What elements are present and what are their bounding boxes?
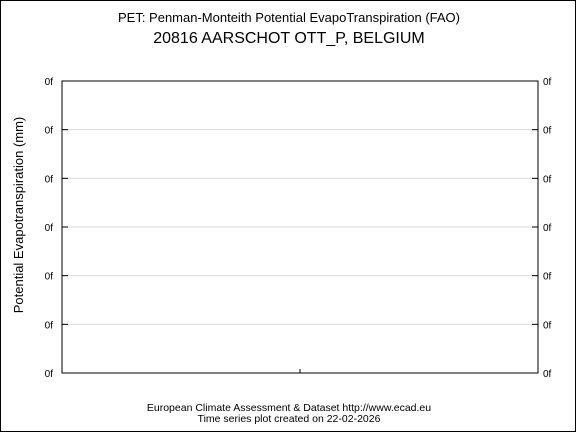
y-tick-label: 0f [543, 369, 552, 380]
y-tick-label: 0f [45, 320, 54, 331]
y-tick-label: 0f [45, 272, 54, 283]
tick-marks [62, 80, 538, 374]
y-tick-label: 0f [45, 77, 54, 88]
footer-source: European Climate Assessment & Dataset ht… [147, 402, 431, 414]
y-tick-label: 0f [45, 369, 54, 380]
y-tick-label: 0f [543, 126, 552, 137]
y-tick-label: 0f [543, 77, 552, 88]
y-tick-label: 0f [45, 126, 54, 137]
y-tick-labels-left: 0f 0f 0f 0f 0f 0f 0f [45, 77, 54, 380]
y-tick-label: 0f [45, 223, 54, 234]
grid [62, 129, 538, 325]
y-tick-label: 0f [543, 320, 552, 331]
chart-title: PET: Penman-Monteith Potential EvapoTran… [118, 10, 460, 25]
footer-created: Time series plot created on 22-02-2026 [198, 413, 381, 425]
y-tick-labels-right: 0f 0f 0f 0f 0f 0f 0f [543, 77, 552, 380]
y-axis-label: Potential Evapotranspiration (mm) [11, 117, 26, 314]
chart-subtitle: 20816 AARSCHOT OTT_P, BELGIUM [153, 30, 425, 47]
y-tick-label: 0f [543, 272, 552, 283]
y-tick-label: 0f [543, 223, 552, 234]
y-tick-label: 0f [45, 174, 54, 185]
y-tick-label: 0f [543, 174, 552, 185]
